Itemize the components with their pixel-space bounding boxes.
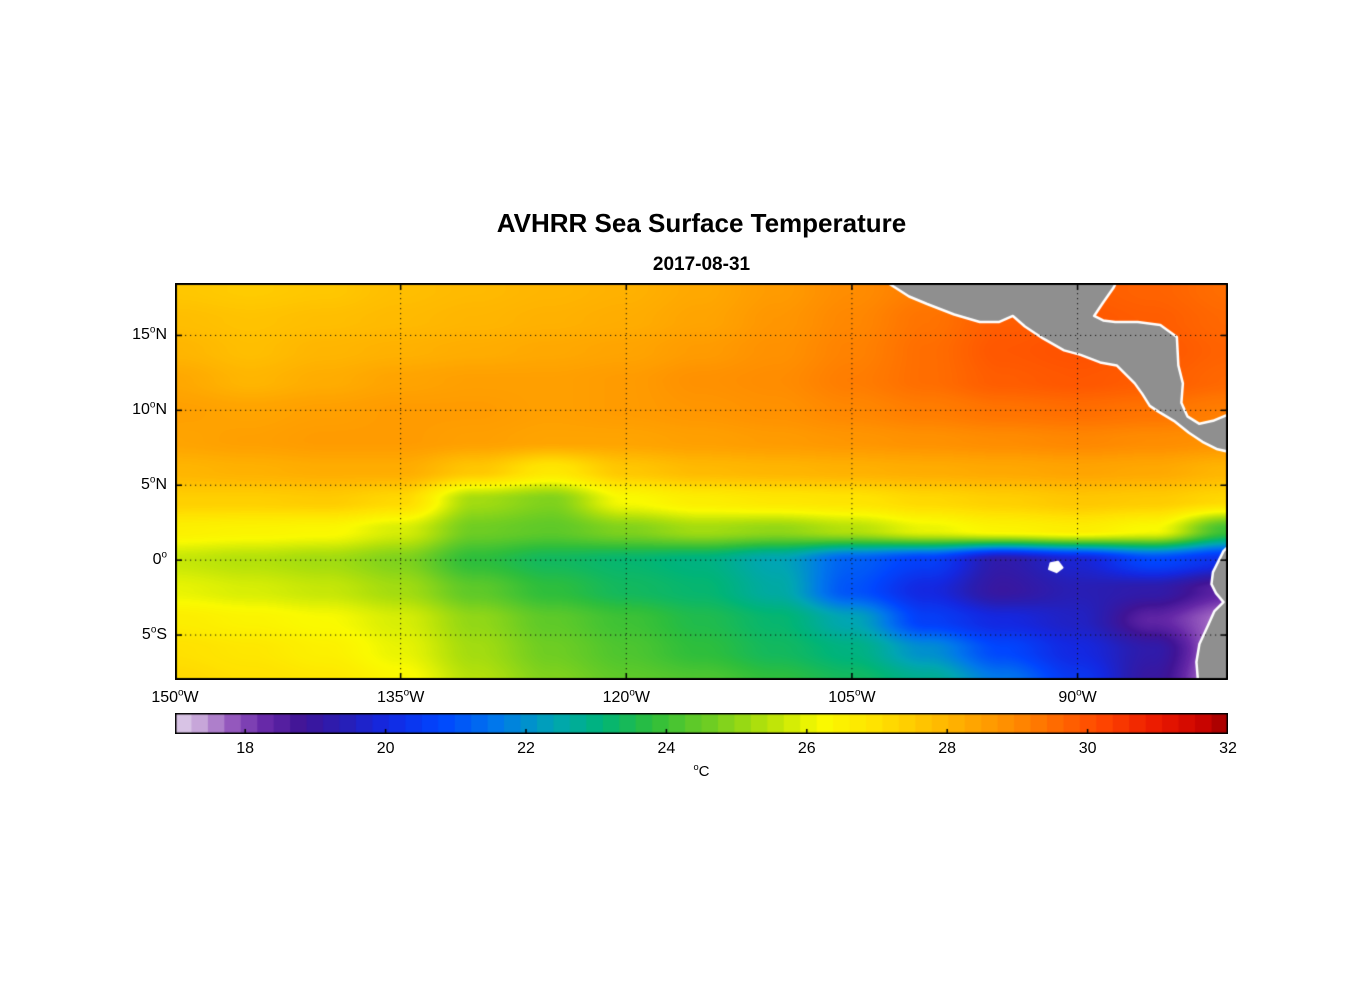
colorbar-tick-label: 22 — [517, 740, 535, 757]
sst-heatmap-canvas — [175, 283, 1228, 680]
colorbar-tick-label: 32 — [1219, 740, 1237, 757]
figure-title: AVHRR Sea Surface Temperature — [496, 208, 907, 238]
x-tick-label: 150oW — [151, 687, 199, 706]
x-tick-label: 135oW — [376, 687, 425, 706]
y-tick-label: 5oN — [141, 474, 167, 494]
x-tick-label: 105oW — [828, 687, 876, 706]
colorbar-tick-label: 26 — [797, 740, 816, 757]
y-tick-label: 0o — [152, 549, 167, 569]
sst-map-plot — [175, 283, 1228, 680]
colorbar-tick-label: 18 — [236, 740, 255, 757]
x-tick-label: 120oW — [602, 687, 650, 706]
colorbar — [175, 713, 1228, 734]
figure-date-subtitle: 2017-08-31 — [652, 254, 751, 275]
colorbar-units-label: oC — [693, 762, 710, 780]
x-tick-label: 90oW — [1058, 687, 1097, 706]
colorbar-tick-label: 28 — [938, 740, 957, 757]
colorbar-tick-label: 24 — [657, 740, 676, 757]
y-tick-label: 5oS — [141, 624, 167, 644]
colorbar-canvas — [175, 713, 1228, 734]
colorbar-tick-label: 20 — [376, 740, 395, 757]
colorbar-tick-label: 30 — [1078, 740, 1097, 757]
y-tick-label: 10oN — [132, 400, 167, 419]
y-tick-label: 15oN — [132, 325, 167, 344]
